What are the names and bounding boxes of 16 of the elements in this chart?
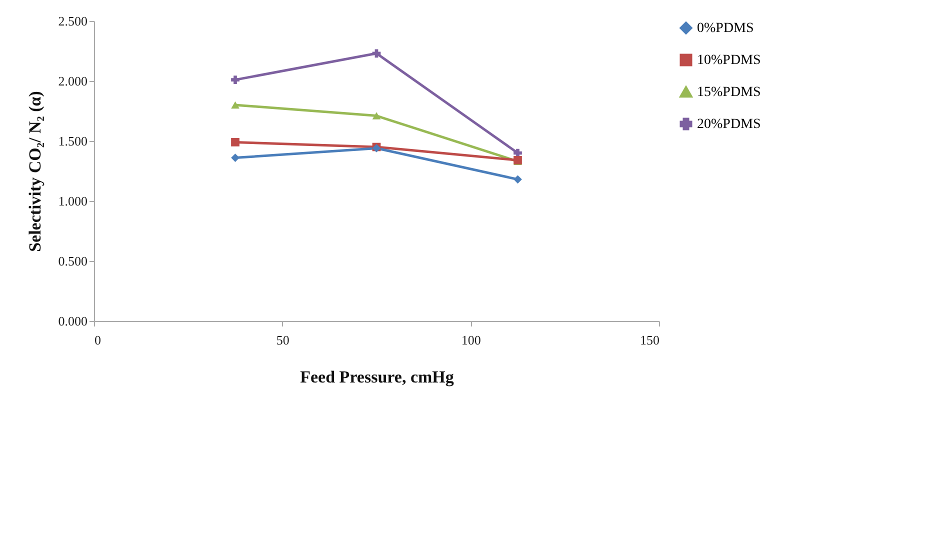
legend-label: 20%PDMS xyxy=(697,117,761,132)
y-tick-label: 2.500 xyxy=(58,14,88,28)
legend-label: 0%PDMS xyxy=(697,21,754,36)
y-tick-label: 1.500 xyxy=(58,134,88,148)
y-axis-title: Selectivity CO₂/ N₂ (α) xyxy=(25,91,44,252)
legend-label: 15%PDMS xyxy=(697,85,761,100)
y-tick-label: 0.500 xyxy=(58,254,88,268)
y-tick-label: 0.000 xyxy=(58,314,88,328)
x-tick-label: 50 xyxy=(276,332,290,348)
legend-label: 10%PDMS xyxy=(697,53,761,68)
y-tick-label: 2.000 xyxy=(58,74,88,88)
y-tick-label: 1.000 xyxy=(58,194,88,208)
x-tick-label: 0 xyxy=(94,332,101,348)
x-tick-label: 150 xyxy=(640,332,660,348)
x-tick-label: 100 xyxy=(461,332,481,348)
x-axis-title: Feed Pressure, cmHg xyxy=(300,368,454,386)
